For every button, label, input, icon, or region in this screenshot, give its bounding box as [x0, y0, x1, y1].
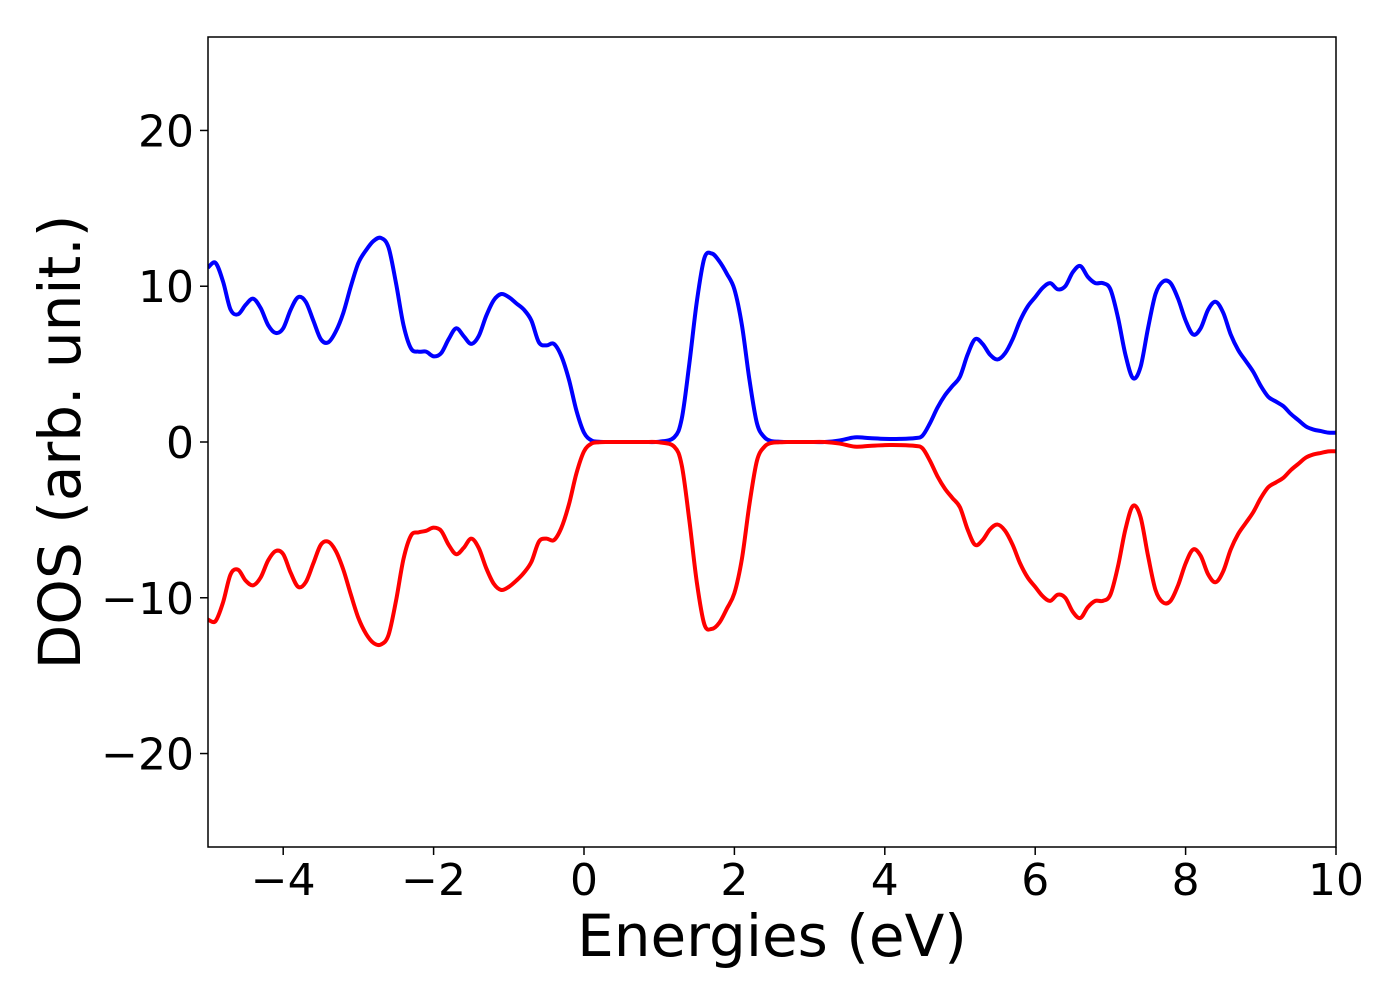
x-axis: −4 −2 0 2 4 6 8 10	[251, 847, 1364, 906]
series-line-2	[208, 439, 1336, 648]
x-tick-label: 8	[1172, 855, 1200, 906]
series-layer	[208, 235, 1336, 648]
x-axis-title: Energies (eV)	[577, 902, 967, 970]
x-tick-label: 6	[1021, 855, 1049, 906]
x-tick-label: 2	[720, 855, 748, 906]
y-tick-label: 10	[138, 262, 194, 313]
x-tick-label: 0	[570, 855, 598, 906]
series-line-1	[208, 235, 1336, 445]
y-tick-label: 20	[138, 106, 194, 157]
y-axis: −20 −10 0 10 20	[101, 106, 208, 781]
y-tick-label: 0	[166, 418, 194, 469]
x-tick-label: 10	[1308, 855, 1364, 906]
y-tick-label: −10	[101, 574, 194, 625]
x-tick-label: 4	[871, 855, 899, 906]
y-axis-title: DOS (arb. unit.)	[26, 215, 94, 670]
x-tick-label: −4	[251, 855, 316, 906]
y-tick-label: −20	[101, 730, 194, 781]
x-tick-label: −2	[401, 855, 466, 906]
